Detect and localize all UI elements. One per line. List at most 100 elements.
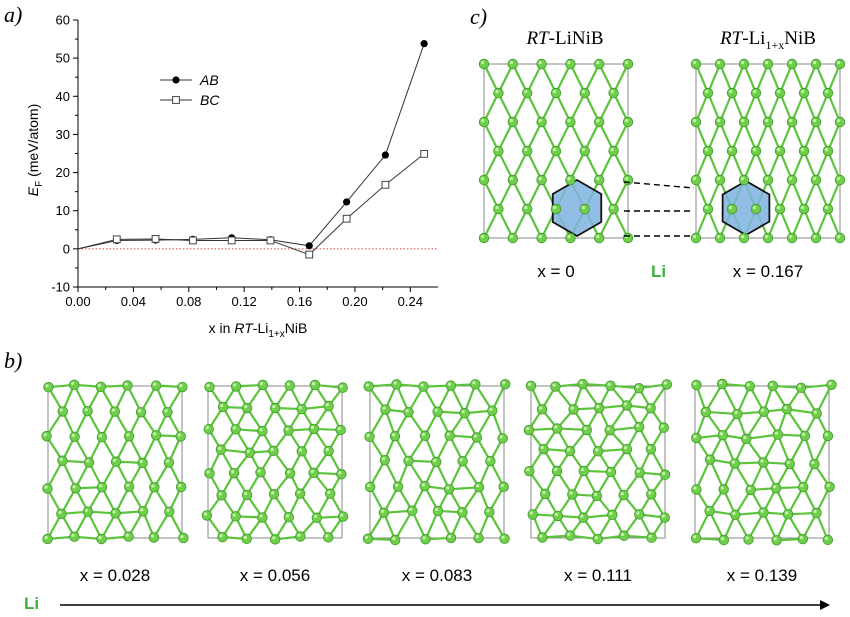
li-atom: [445, 380, 457, 391]
li-atom: [690, 532, 702, 544]
li-atom: [217, 531, 228, 543]
li-atom: [550, 203, 562, 215]
li-atom: [389, 534, 401, 546]
li-atom: [536, 404, 548, 415]
li-atom: [579, 203, 591, 215]
li-atom: [822, 534, 834, 546]
li-atom: [269, 534, 281, 545]
li-atom: [457, 507, 468, 518]
series-line: [77, 43, 425, 250]
li-atom: [750, 87, 762, 99]
li-atom: [164, 506, 175, 517]
li-atom: [758, 457, 769, 468]
li-atom: [704, 454, 716, 465]
li-atom: [283, 512, 295, 523]
li-atom: [826, 379, 837, 390]
li-atom: [536, 232, 547, 244]
li-atom: [484, 506, 495, 518]
li-atom: [772, 429, 784, 440]
li-atom: [798, 145, 810, 157]
data-point: [112, 235, 121, 244]
y-tick-label: -10: [51, 280, 70, 295]
li-atom: [507, 116, 519, 128]
li-atom: [123, 431, 135, 442]
li-atom: [403, 455, 414, 466]
li-atom: [500, 378, 511, 390]
li-atom: [551, 465, 563, 477]
li-atom: [646, 489, 657, 500]
li-atom: [593, 58, 605, 70]
x-tick-label: 0.24: [398, 294, 423, 309]
data-point: [305, 250, 314, 259]
li-atom: [432, 406, 443, 417]
data-point: [266, 236, 275, 245]
chart-series: [77, 40, 429, 259]
caption-b-1: x = 0.028: [79, 566, 151, 585]
li-atom: [419, 480, 430, 492]
li-atom: [762, 232, 774, 244]
li-atom: [726, 203, 738, 215]
li-atom: [618, 530, 630, 541]
li-atom: [578, 465, 589, 477]
formation-energy-chart: 0.00 0.04 0.08 0.12 0.16 0.20 0.24 -10 0 10 20 30 40…: [25, 13, 438, 340]
li-atom: [432, 505, 444, 517]
legend-label: AB: [199, 72, 219, 88]
li-atom: [750, 145, 762, 157]
li-label-b: Li: [24, 594, 40, 613]
li-atom: [418, 381, 429, 392]
li-atom: [309, 379, 321, 391]
li-atom: [487, 405, 498, 416]
li-atom: [730, 509, 741, 520]
li-atom: [379, 454, 391, 466]
li-atom: [403, 407, 414, 418]
li-atom: [810, 116, 822, 128]
li-atom: [527, 509, 538, 520]
li-atom: [550, 145, 562, 157]
li-atom: [700, 406, 712, 418]
li-atom: [459, 408, 470, 419]
li-atom: [148, 532, 160, 543]
atoms: [478, 58, 634, 244]
li-atom: [809, 458, 820, 470]
li-atom: [762, 174, 774, 186]
li-atom: [507, 232, 519, 244]
li-atom: [732, 408, 743, 420]
li-atom: [473, 482, 485, 493]
li-atom: [177, 381, 188, 393]
li-atom: [336, 469, 347, 480]
li-atom: [567, 489, 578, 500]
li-atom: [646, 532, 657, 543]
li-atom: [797, 533, 809, 545]
li-atom: [392, 481, 404, 492]
li-atom: [690, 58, 702, 70]
li-atom: [714, 116, 726, 128]
li-atom: [593, 174, 605, 186]
li-atom: [540, 488, 551, 500]
data-point: [189, 236, 197, 245]
li-atom: [822, 145, 834, 157]
li-atom: [478, 58, 490, 70]
x-tick-label: 0.20: [342, 294, 367, 309]
li-atom: [537, 532, 548, 543]
y-tick-label: 30: [56, 127, 70, 142]
li-atom: [762, 116, 774, 128]
li-atom: [284, 468, 296, 479]
li-atom: [536, 116, 547, 128]
li-atom: [215, 444, 227, 455]
li-atom: [391, 379, 402, 390]
li-atom: [284, 380, 296, 391]
li-atom: [645, 443, 657, 455]
li-atom: [822, 203, 834, 215]
li-atom: [283, 425, 294, 436]
li-atom: [704, 505, 715, 517]
li-atom: [822, 87, 834, 99]
li-atom: [621, 443, 633, 455]
li-atom: [203, 423, 214, 435]
li-atom: [41, 430, 52, 442]
li-atom: [622, 116, 634, 128]
li-atom: [230, 381, 242, 392]
li-atom: [69, 531, 80, 542]
li-atom: [767, 380, 778, 392]
hexagon-highlight: [551, 178, 603, 238]
li-atom: [659, 512, 670, 523]
